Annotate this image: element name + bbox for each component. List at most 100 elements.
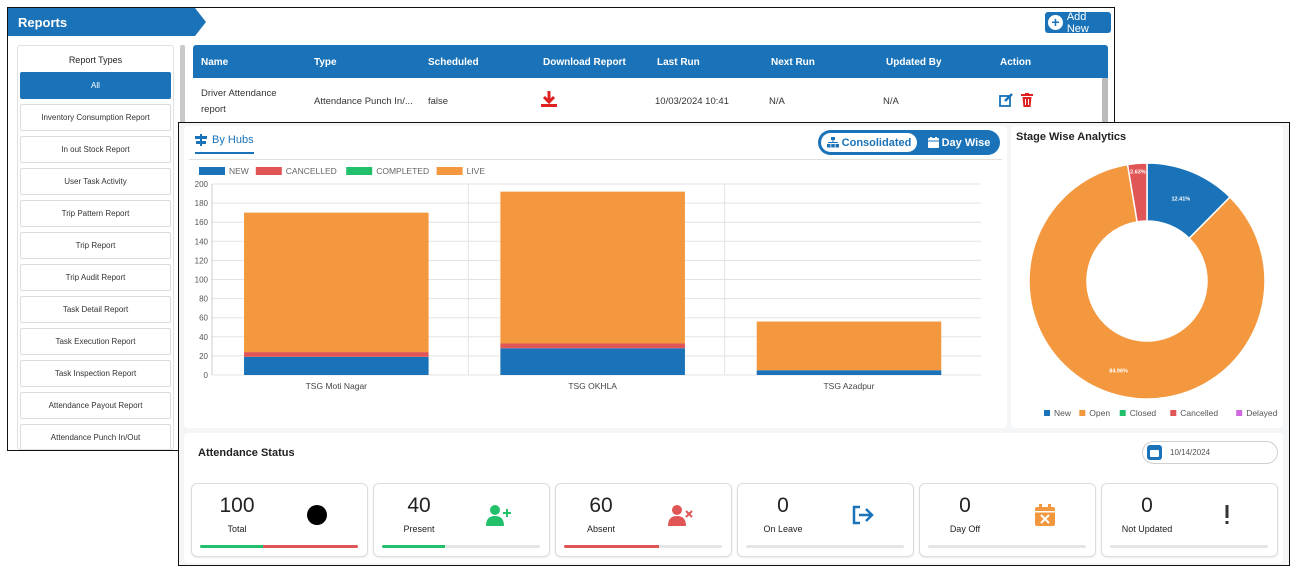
legend-label[interactable]: COMPLETED: [376, 166, 429, 176]
legend-label[interactable]: Cancelled: [1180, 408, 1218, 418]
consolidated-label: Consolidated: [841, 136, 912, 149]
sidebar-item-attendance-payout-report[interactable]: Attendance Payout Report: [20, 392, 171, 419]
header-last-run[interactable]: Last Run: [657, 57, 700, 68]
y-tick-label: 40: [199, 333, 208, 342]
legend-swatch[interactable]: [255, 167, 282, 175]
stat-progress-bar: [564, 545, 722, 548]
header-download[interactable]: Download Report: [543, 57, 626, 68]
bar-segment[interactable]: [244, 212, 429, 353]
stat-card-not-updated[interactable]: 0 Not Updated: [1101, 483, 1278, 557]
tab-by-hubs-label: By Hubs: [212, 134, 254, 146]
legend-label[interactable]: LIVE: [467, 166, 486, 176]
stat-value: 60: [589, 494, 613, 517]
donut-slice[interactable]: [1028, 163, 1266, 400]
legend-label[interactable]: Closed: [1130, 408, 1157, 418]
sidebar-item-user-task-activity[interactable]: User Task Activity: [20, 168, 171, 195]
stage-wise-card: Stage Wise Analytics 12.41% 84.96% 2.63% Ne…: [1011, 126, 1283, 428]
bar-segment[interactable]: [756, 321, 942, 371]
tab-by-hubs[interactable]: By Hubs: [195, 134, 254, 154]
legend-label[interactable]: New: [1054, 408, 1072, 418]
exclamation-icon: [1214, 502, 1240, 528]
header-name[interactable]: Name: [201, 57, 229, 68]
legend-swatch[interactable]: [1236, 410, 1243, 416]
y-tick-label: 80: [199, 295, 208, 304]
y-tick-label: 200: [195, 180, 209, 189]
legend-swatch[interactable]: [346, 167, 373, 175]
legend-swatch[interactable]: [1044, 410, 1050, 416]
stat-card-total[interactable]: 100 Total: [191, 483, 368, 557]
day-wise-toggle[interactable]: Day Wise: [922, 133, 996, 152]
bar-segment[interactable]: [500, 348, 685, 375]
header-updated-by[interactable]: Updated By: [886, 57, 942, 68]
y-tick-label: 180: [195, 199, 209, 208]
table-row: Driver Attendance report Attendance Punch…: [193, 80, 1108, 125]
header-type[interactable]: Type: [314, 57, 337, 68]
sidebar-item-task-execution-report[interactable]: Task Execution Report: [20, 328, 171, 355]
table-scrollbar[interactable]: [1102, 78, 1108, 126]
stat-bar-fill: [263, 545, 358, 548]
stat-card-present[interactable]: 40 Present: [373, 483, 550, 557]
y-tick-label: 140: [195, 237, 209, 246]
legend-swatch[interactable]: [1119, 410, 1126, 416]
sidebar-item-all[interactable]: All: [20, 72, 171, 99]
hub-bar-chart: NEW CANCELLED COMPLETED LIVE 0 20 40 60 80 100 120…: [195, 166, 981, 391]
edit-icon[interactable]: [999, 93, 1013, 110]
bar-segment[interactable]: [244, 352, 429, 357]
add-new-label: Add New: [1066, 10, 1089, 35]
header-next-run[interactable]: Next Run: [771, 57, 815, 68]
stat-progress-bar: [746, 545, 904, 548]
header-scheduled[interactable]: Scheduled: [428, 57, 479, 68]
row-scheduled: false: [428, 96, 449, 107]
stat-card-day-off[interactable]: 0 Day Off: [919, 483, 1096, 557]
user-remove-icon: [668, 502, 694, 528]
add-new-button[interactable]: + Add New: [1045, 10, 1111, 35]
bar-segment[interactable]: [500, 191, 685, 344]
delete-icon[interactable]: [1021, 93, 1033, 110]
stat-value: 0: [959, 494, 971, 517]
legend-swatch[interactable]: [1170, 410, 1177, 416]
sidebar-item-task-inspection-report[interactable]: Task Inspection Report: [20, 360, 171, 387]
bar-segment[interactable]: [500, 343, 685, 349]
sidebar-item-trip-audit-report[interactable]: Trip Audit Report: [20, 264, 171, 291]
legend-label[interactable]: NEW: [229, 166, 249, 176]
pie-title: Stage Wise Analytics: [1016, 131, 1127, 143]
sidebar-item-attendance-punch-in-out[interactable]: Attendance Punch In/Out: [20, 424, 171, 449]
row-next-run: N/A: [769, 96, 785, 107]
sidebar-item-trip-report[interactable]: Trip Report: [20, 232, 171, 259]
reports-tab[interactable]: Reports: [8, 8, 206, 36]
stat-card-on-leave[interactable]: 0 On Leave: [737, 483, 914, 557]
legend-label[interactable]: Open: [1089, 408, 1110, 418]
legend-label[interactable]: Delayed: [1246, 408, 1277, 418]
y-tick-label: 0: [204, 371, 209, 380]
stat-card-absent[interactable]: 60 Absent: [555, 483, 732, 557]
consolidated-toggle[interactable]: Consolidated: [821, 133, 917, 152]
sidebar-item-trip-pattern-report[interactable]: Trip Pattern Report: [20, 200, 171, 227]
row-type: Attendance Punch In/...: [314, 96, 413, 107]
stat-progress-bar: [928, 545, 1086, 548]
legend-swatch[interactable]: [1079, 410, 1086, 416]
bar-segment[interactable]: [244, 356, 429, 375]
hubs-icon: [195, 134, 207, 146]
stat-value: 0: [777, 494, 789, 517]
date-picker[interactable]: 10/14/2024: [1142, 441, 1278, 464]
stat-progress-bar: [1110, 545, 1268, 548]
download-icon[interactable]: [540, 89, 558, 112]
day-wise-label: Day Wise: [941, 136, 991, 149]
row-name: Driver Attendance report: [201, 88, 277, 115]
legend-swatch[interactable]: [436, 167, 463, 175]
stat-label: Not Updated: [1121, 524, 1173, 534]
legend-swatch[interactable]: [199, 167, 225, 175]
stat-label: Day Off: [949, 524, 981, 534]
bar-segment[interactable]: [756, 370, 942, 375]
stat-label: Present: [403, 524, 435, 534]
stat-bar-fill: [382, 545, 446, 548]
y-tick-label: 60: [199, 314, 208, 323]
sidebar-item-task-detail-report[interactable]: Task Detail Report: [20, 296, 171, 323]
legend-label[interactable]: CANCELLED: [286, 166, 337, 176]
donut-slice[interactable]: [1126, 162, 1148, 223]
sidebar-item-inventory-consumption-report[interactable]: Inventory Consumption Report: [20, 104, 171, 131]
report-types-sidebar: Report Types All Inventory Consumption Re…: [17, 45, 174, 450]
stat-bar-fill: [200, 545, 264, 548]
sidebar-item-in-out-stock-report[interactable]: In out Stock Report: [20, 136, 171, 163]
attendance-title: Attendance Status: [198, 447, 295, 459]
